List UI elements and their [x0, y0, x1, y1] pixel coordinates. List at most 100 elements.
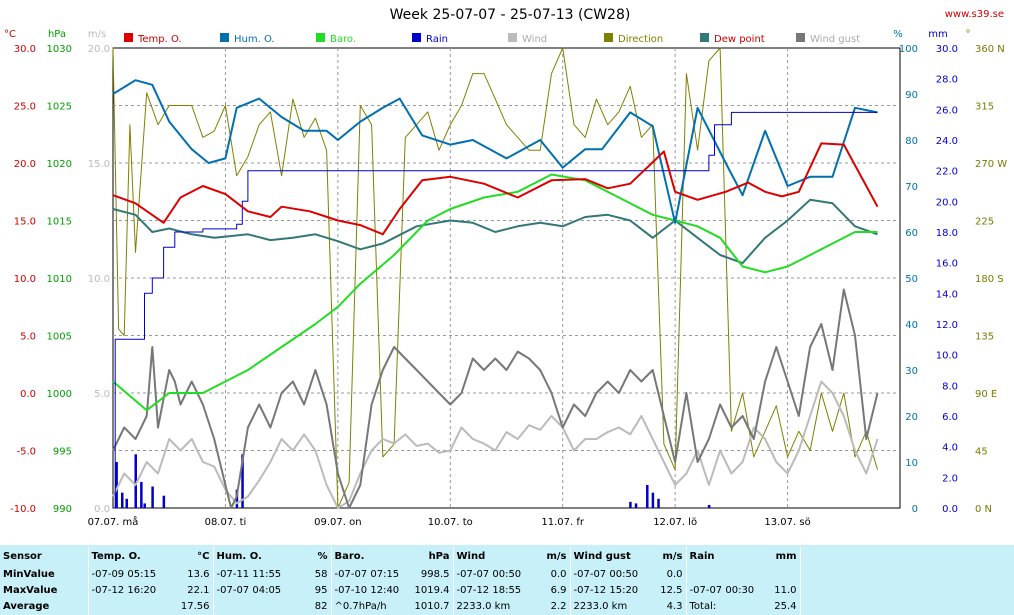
tick-label-dir: 135 — [975, 332, 994, 343]
tick-label-dir: 45 — [975, 447, 988, 458]
row-label: MaxValue — [3, 585, 58, 596]
legend-swatch — [700, 33, 709, 42]
tick-label-rain: 2.0 — [942, 473, 958, 484]
series-line-wind — [112, 380, 879, 509]
tick-label-baro: 1030 — [47, 44, 72, 55]
rain-bar — [657, 498, 660, 508]
tick-label-dir: 315 — [975, 102, 994, 113]
legend-label: Dew point — [714, 34, 765, 45]
hdr-temp: Temp. O. — [87, 547, 173, 567]
tick-label-temp: 15.0 — [14, 217, 36, 228]
tick-label-hum: 90 — [905, 90, 918, 101]
tick-label-rain: 30.0 — [936, 44, 958, 55]
hdr-wind: Wind — [452, 547, 533, 567]
unit-rain: mm — [928, 29, 947, 40]
hdr-gust: Wind gust — [569, 547, 650, 567]
x-tick-label: 10.07. to — [428, 517, 473, 528]
row-spacer — [799, 583, 1014, 599]
tick-label-rain: 4.0 — [942, 443, 958, 454]
hum-time: -07-07 04:05 — [212, 583, 293, 599]
row-label: Average — [3, 601, 50, 612]
unit-baro: hPa — [48, 29, 66, 40]
series-line-rain — [113, 111, 878, 509]
wind-value: 0.0 — [550, 569, 567, 580]
series-line-dew-point — [112, 198, 878, 265]
rain-bar — [134, 454, 137, 508]
rain-value: 25.4 — [774, 601, 797, 612]
tick-label-temp: -10.0 — [10, 504, 36, 515]
tick-label-rain: 8.0 — [942, 381, 958, 392]
baro-value: 1010.7 — [414, 601, 450, 612]
tick-label-hum: 60 — [905, 228, 918, 239]
tick-label-hum: 30 — [905, 366, 918, 377]
rain-bar — [125, 498, 128, 508]
tick-label-hum: 40 — [905, 320, 918, 331]
tick-label-hum: 0 — [912, 504, 918, 515]
tick-label-rain: 14.0 — [936, 289, 958, 300]
legend-label: Temp. O. — [137, 34, 182, 45]
unit-hum: % — [893, 29, 903, 40]
tick-label-wind: 15.0 — [88, 159, 110, 170]
hdr-hum-unit: % — [317, 551, 328, 562]
hdr-gust-unit: m/s — [662, 551, 683, 562]
tick-label-hum: 20 — [905, 412, 918, 423]
wind-time: -07-07 00:50 — [452, 567, 533, 583]
wind-value: 6.9 — [550, 585, 567, 596]
legend-swatch — [124, 33, 133, 42]
rain-bar — [629, 501, 632, 508]
x-tick-label: 12.07. lö — [653, 517, 697, 528]
tick-label-rain: 10.0 — [936, 351, 958, 362]
wind-time: -07-12 18:55 — [452, 583, 533, 599]
axis-ticks: 30.025.020.015.010.05.00.0-5.0-10.010301… — [10, 44, 1007, 515]
tick-label-baro: 1015 — [47, 217, 72, 228]
rain-bar — [162, 495, 166, 508]
hdr-baro-unit: hPa — [428, 551, 450, 562]
row-spacer — [799, 567, 1014, 583]
x-tick-label: 08.07. ti — [205, 517, 247, 528]
series-line-hum-o — [112, 79, 878, 224]
temp-time: -07-12 16:20 — [87, 583, 173, 599]
legend-swatch — [412, 33, 421, 42]
gust-value: 4.3 — [666, 601, 683, 612]
tick-label-baro: 1025 — [47, 102, 72, 113]
tick-label-rain: 26.0 — [936, 105, 958, 116]
gust-value: 12.5 — [660, 585, 683, 596]
legend: Temp. O. Hum. O. Baro. Rain Wind Direction Dew… — [124, 33, 860, 45]
tick-label-dir: 0 N — [975, 504, 992, 515]
grid-lines — [113, 48, 900, 508]
chart-title: Week 25-07-07 - 25-07-13 (CW28) — [390, 7, 631, 23]
site-link[interactable]: www.s39.se — [945, 9, 1004, 20]
gust-time: -07-12 15:20 — [569, 583, 650, 599]
weather-chart: Week 25-07-07 - 25-07-13 (CW28) www.s39.… — [4, 7, 1008, 528]
hdr-wind-unit: m/s — [546, 551, 567, 562]
tick-label-temp: 5.0 — [20, 332, 36, 343]
temp-time — [87, 599, 173, 615]
hum-value: 82 — [314, 601, 328, 612]
series-line-temp-o — [112, 142, 879, 236]
tick-label-temp: 20.0 — [14, 159, 36, 170]
tick-label-rain: 22.0 — [936, 167, 958, 178]
tick-label-baro: 1005 — [47, 332, 72, 343]
rain-bar — [140, 481, 143, 508]
rain-bar — [120, 492, 124, 508]
tick-label-baro: 1000 — [47, 389, 72, 400]
x-tick-label: 13.07. sö — [764, 517, 810, 528]
hdr-temp-unit: °C — [197, 551, 210, 562]
tick-label-hum: 100 — [899, 44, 918, 55]
rain-bars — [115, 454, 711, 508]
legend-label: Baro. — [330, 34, 356, 45]
rain-bar — [151, 486, 154, 508]
tick-label-wind: 20.0 — [88, 44, 110, 55]
series-lines — [112, 47, 879, 509]
tick-label-rain: 18.0 — [936, 228, 958, 239]
baro-time: ^0.7hPa/h — [330, 599, 411, 615]
legend-label: Hum. O. — [234, 34, 275, 45]
tick-label-dir: 90 E — [975, 389, 997, 400]
rain-time — [685, 567, 764, 583]
temp-time: -07-09 05:15 — [87, 567, 173, 583]
x-tick-label: 11.07. fr — [541, 517, 585, 528]
tick-label-temp: 0.0 — [20, 389, 36, 400]
tick-label-hum: 80 — [905, 136, 918, 147]
temp-value: 13.6 — [187, 569, 210, 580]
rain-value: 11.0 — [774, 585, 797, 596]
